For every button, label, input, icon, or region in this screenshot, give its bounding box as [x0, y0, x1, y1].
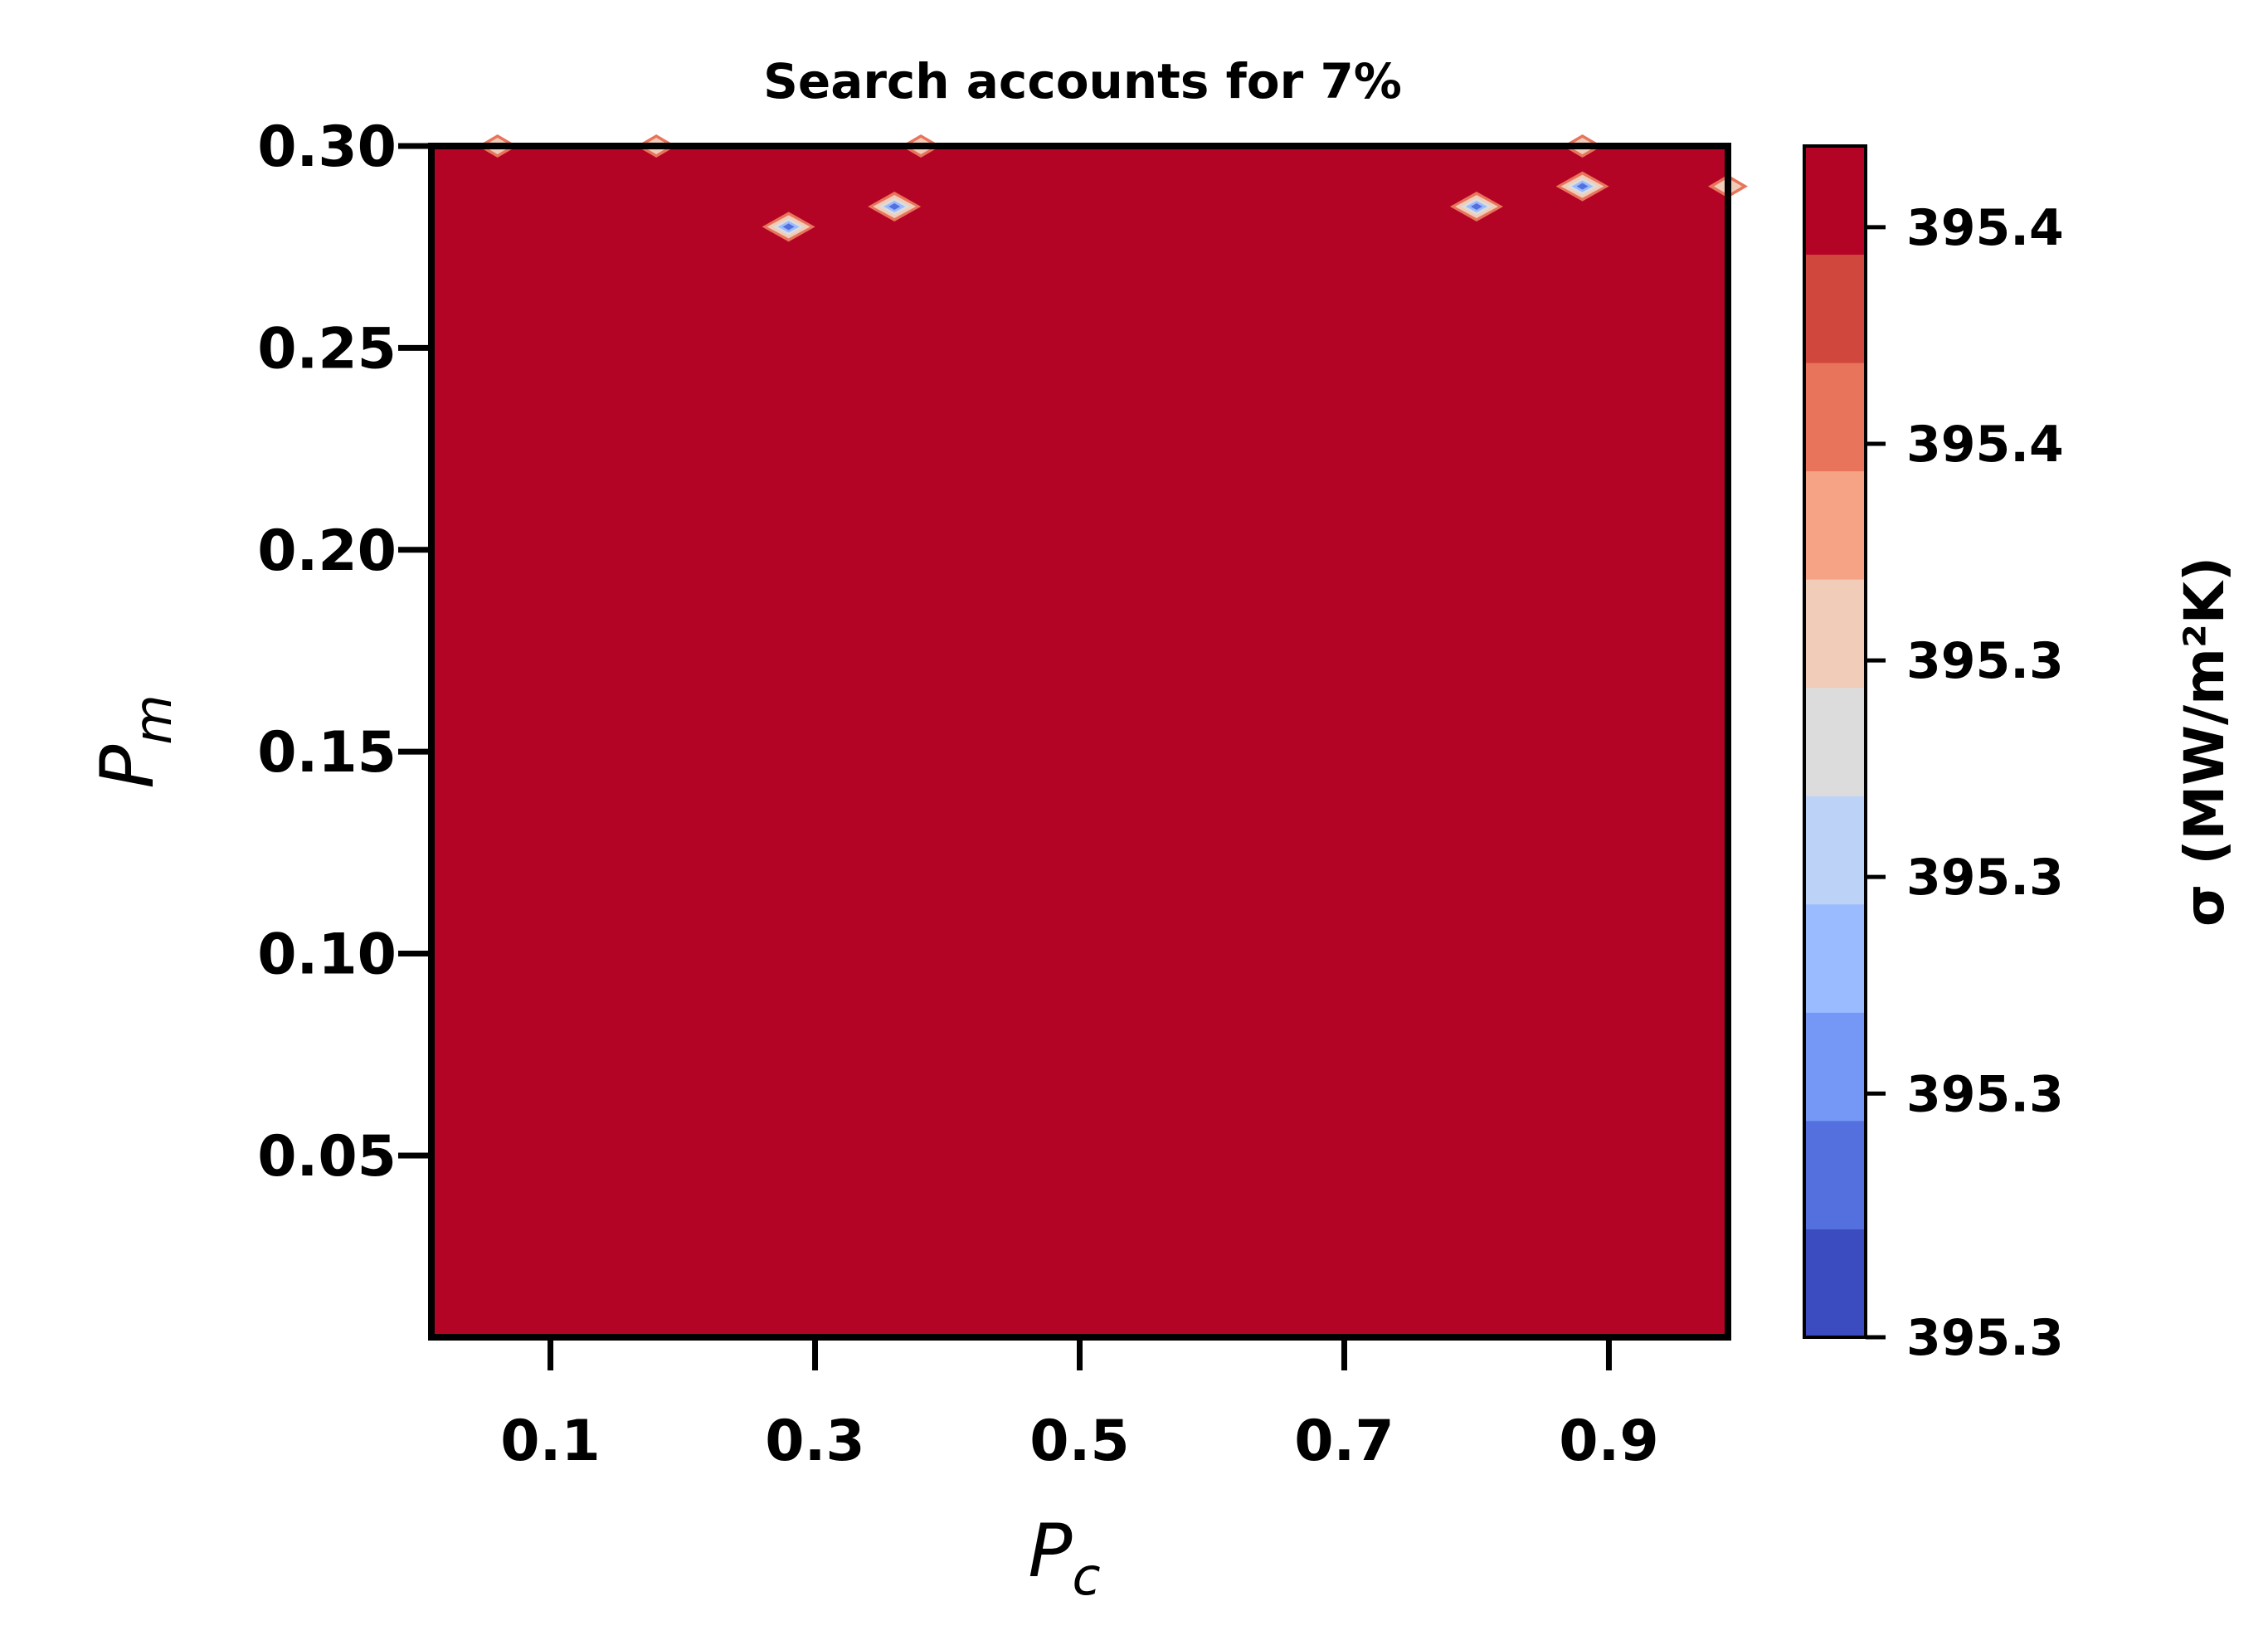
colorbar-ticks: 395.3 395.3 395.3 395.3 395.4 395.4	[1866, 199, 2064, 1367]
colorbar-band	[1804, 903, 1866, 1013]
y-tick-label: 0.15	[257, 720, 397, 786]
colorbar-band	[1804, 1120, 1866, 1229]
anomaly-spot	[762, 212, 815, 242]
y-tick-label: 0.05	[257, 1124, 397, 1190]
anomaly-spot	[1555, 171, 1609, 202]
colorbar-bands	[1804, 146, 1866, 1338]
colorbar-frame	[1803, 144, 1867, 1339]
plot-background	[431, 146, 1728, 1337]
colorbar-band	[1804, 579, 1866, 689]
colorbar-tick-label: 395.4	[1906, 199, 2064, 257]
colorbar-tick-label: 395.3	[1906, 632, 2064, 690]
colorbar-label: σ (MW/m²K)	[2173, 557, 2236, 927]
x-axis-label-sub: c	[1072, 1546, 1100, 1607]
y-axis-label: Pm	[85, 694, 183, 788]
y-tick-label: 0.30	[257, 114, 397, 180]
anomaly-spot	[868, 192, 922, 222]
x-axis: 0.1 0.3 0.5 0.7 0.9	[500, 1341, 1659, 1474]
colorbar-band	[1804, 1012, 1866, 1122]
colorbar-band	[1804, 1229, 1866, 1338]
x-tick-label: 0.5	[1029, 1409, 1129, 1474]
y-axis-label-base: P	[85, 745, 170, 789]
colorbar-band	[1804, 363, 1866, 472]
plot-frame	[428, 143, 1731, 1341]
y-axis: 0.05 0.10 0.15 0.20 0.25 0.30	[257, 114, 428, 1190]
chart-title: Search accounts for 7%	[763, 53, 1402, 110]
y-axis-label-sub: m	[123, 694, 183, 744]
plot-area	[428, 134, 1748, 1341]
x-tick-label: 0.7	[1294, 1409, 1394, 1474]
x-tick-label: 0.3	[765, 1409, 864, 1474]
colorbar-tick-label: 395.3	[1906, 1065, 2064, 1123]
x-axis-label: Pc	[1028, 1508, 1100, 1607]
colorbar-tick-label: 395.3	[1906, 849, 2064, 907]
colorbar-band	[1804, 146, 1866, 256]
y-tick-label: 0.10	[257, 922, 397, 988]
colorbar: 395.3 395.3 395.3 395.3 395.4 395.4 σ (MW/m²K…	[1803, 144, 2236, 1367]
colorbar-tick-label: 395.4	[1906, 416, 2064, 474]
colorbar-band	[1804, 687, 1866, 796]
colorbar-band	[1804, 796, 1866, 905]
y-tick-label: 0.20	[257, 518, 397, 584]
colorbar-band	[1804, 254, 1866, 363]
colorbar-tick-label: 395.3	[1906, 1309, 2064, 1367]
x-axis-label-base: P	[1028, 1508, 1072, 1594]
colorbar-band	[1804, 470, 1866, 580]
x-tick-label: 0.1	[500, 1409, 600, 1474]
anomaly-spot	[1449, 192, 1503, 222]
y-tick-label: 0.25	[257, 316, 397, 382]
x-tick-label: 0.9	[1559, 1409, 1658, 1474]
